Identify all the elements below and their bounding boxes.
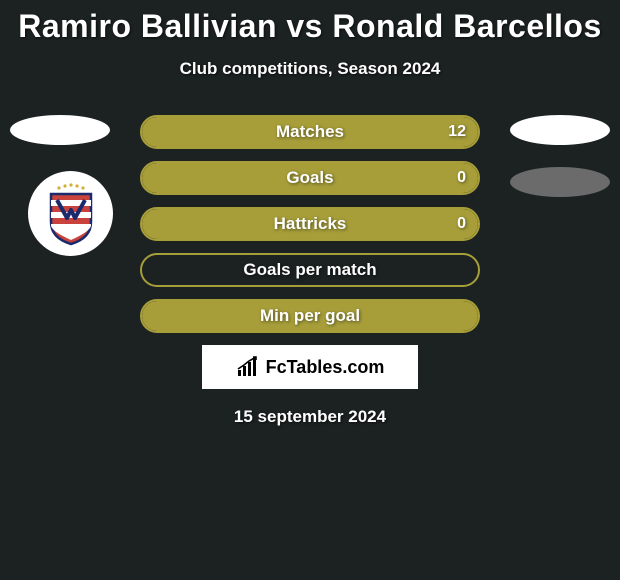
player-left-pill [10, 115, 110, 145]
chart-line-icon [236, 356, 262, 378]
branding-text: FcTables.com [266, 357, 385, 378]
stat-label: Goals per match [243, 260, 376, 280]
stat-label: Matches [276, 122, 344, 142]
footer-date: 15 september 2024 [0, 407, 620, 427]
comparison-content: Matches 12 Goals 0 Hattricks 0 Goals per… [0, 115, 620, 427]
stat-bar-matches: Matches 12 [140, 115, 480, 149]
stat-bar-min-per-goal: Min per goal [140, 299, 480, 333]
club-crest-left [28, 171, 113, 256]
player-right-pill-2 [510, 167, 610, 197]
page-title: Ramiro Ballivian vs Ronald Barcellos [0, 0, 620, 45]
stat-value-right: 0 [457, 215, 466, 233]
stat-label: Hattricks [274, 214, 347, 234]
page-subtitle: Club competitions, Season 2024 [0, 59, 620, 79]
stat-label: Min per goal [260, 306, 360, 326]
stat-value-right: 12 [448, 123, 466, 141]
stat-value-right: 0 [457, 169, 466, 187]
stat-label: Goals [286, 168, 333, 188]
stat-bar-goals: Goals 0 [140, 161, 480, 195]
shield-icon [41, 182, 101, 246]
stat-bars: Matches 12 Goals 0 Hattricks 0 Goals per… [140, 115, 480, 333]
stat-bar-goals-per-match: Goals per match [140, 253, 480, 287]
player-right-pill-1 [510, 115, 610, 145]
stat-bar-hattricks: Hattricks 0 [140, 207, 480, 241]
branding-box[interactable]: FcTables.com [202, 345, 418, 389]
